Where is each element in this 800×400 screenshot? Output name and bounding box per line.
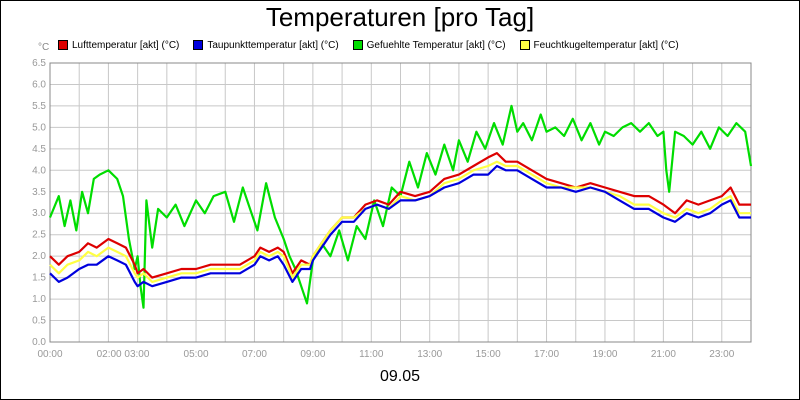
y-tick-label: 3.5 (32, 187, 46, 198)
series-line-gefuehlte (48, 104, 753, 309)
legend-label: Lufttemperatur [akt] (°C) (72, 39, 180, 51)
y-tick-label: 4.0 (32, 165, 46, 176)
x-tick-label: 15:00 (476, 349, 501, 360)
legend-label: Taupunkttemperatur [akt] (°C) (207, 39, 339, 51)
legend-swatch (519, 40, 530, 50)
x-tick-label: 09:00 (300, 349, 325, 360)
y-tick-label: 0.0 (32, 337, 46, 348)
y-tick-label: 5.5 (32, 101, 46, 112)
legend-swatch (352, 40, 363, 50)
legend-swatch (193, 40, 204, 50)
y-tick-label: 6.0 (32, 79, 46, 90)
y-tick-label: 1.5 (32, 273, 46, 284)
legend-item-gefuehlte-temperatur: Gefuehlte Temperatur [akt] (°C) (352, 38, 506, 52)
x-tick-label: 13:00 (417, 349, 442, 360)
x-tick-label: 21:00 (651, 349, 676, 360)
legend-item-taupunkttemperatur: Taupunkttemperatur [akt] (°C) (193, 38, 339, 52)
x-tick-label: 19:00 (592, 349, 617, 360)
x-tick-label: 17:00 (534, 349, 559, 360)
y-axis-unit-label: °C (38, 42, 50, 53)
legend-swatch (58, 40, 68, 50)
legend-label: Feuchtkugeltemperatur [akt] (°C) (533, 39, 679, 51)
y-tick-label: 5.0 (32, 122, 46, 133)
y-tick-label: 6.5 (32, 58, 46, 69)
legend-item-feuchtkugeltemperatur: Feuchtkugeltemperatur [akt] (°C) (519, 38, 679, 52)
legend-item-lufttemperatur: Lufttemperatur [akt] (°C) (58, 38, 179, 52)
series-line-taupunkttemperatur (49, 164, 751, 288)
x-tick-label: 11:00 (359, 349, 384, 360)
y-tick-label: 1.0 (32, 294, 46, 305)
x-tick-label: 02:00 03:00 (97, 349, 150, 360)
chart-title: Temperaturen [pro Tag] (265, 2, 535, 32)
y-tick-label: 2.5 (32, 230, 46, 241)
x-axis-date-label: 09.05 (379, 368, 421, 385)
plot-border (49, 62, 752, 343)
x-tick-label: 05:00 (184, 349, 209, 360)
y-tick-label: 3.0 (32, 208, 46, 219)
y-tick-label: 2.0 (32, 251, 46, 262)
x-tick-label: 00:00 (37, 349, 62, 360)
legend-label: Gefuehlte Temperatur [akt] (°C) (366, 39, 506, 51)
y-tick-label: 4.5 (32, 144, 46, 155)
x-tick-label: 07:00 (242, 349, 267, 360)
chart-legend: Lufttemperatur [akt] (°C) Taupunkttemper… (58, 38, 693, 52)
y-tick-label: 0.5 (32, 316, 46, 327)
series-line-feuchtkugeltemperatur (49, 160, 751, 283)
x-tick-label: 23:00 (709, 349, 734, 360)
